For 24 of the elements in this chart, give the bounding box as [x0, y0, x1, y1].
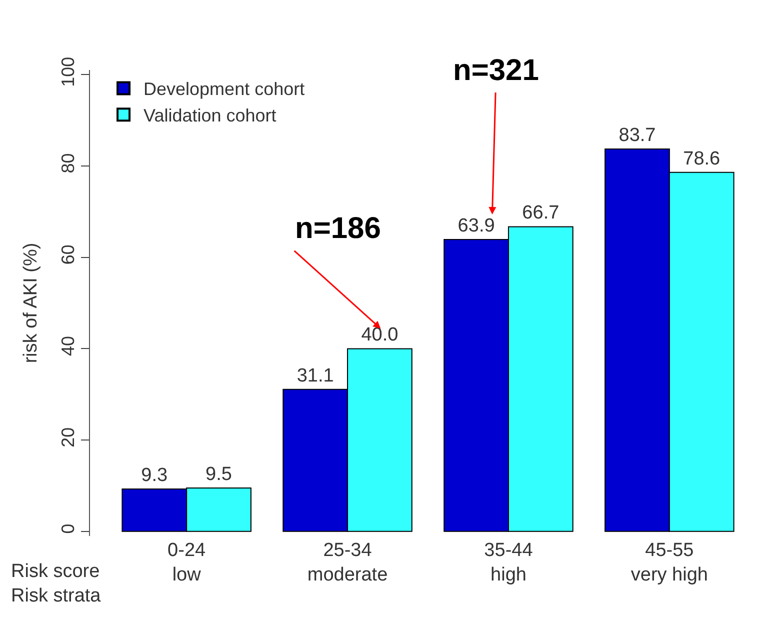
- x-tick-label: 45-55 very high: [630, 540, 708, 586]
- x-tick-label: 25-34 moderate: [307, 540, 388, 586]
- annotation: n=321: [453, 54, 539, 87]
- data-label: 9.3: [141, 464, 168, 486]
- y-tick-label: 80: [58, 153, 78, 174]
- y-tick-label: 60: [58, 244, 78, 265]
- y-tick-label: 100: [58, 56, 78, 87]
- x-tick-label: 0-24 low: [168, 540, 206, 586]
- y-tick-label: 20: [58, 427, 78, 448]
- y-tick-label: 0: [58, 524, 78, 534]
- data-label: 83.7: [618, 125, 656, 146]
- y-tick-label: 40: [58, 336, 78, 356]
- legend-label: Development cohort: [144, 79, 305, 100]
- data-label: 78.6: [683, 148, 720, 170]
- data-label: 9.5: [206, 464, 232, 486]
- data-label: 31.1: [296, 365, 334, 386]
- text: Risk score Risk strata: [11, 561, 102, 607]
- y-axis-title: risk of AKI (%): [20, 242, 42, 364]
- legend-label: Validation cohort: [144, 106, 276, 126]
- data-label: 63.9: [458, 216, 495, 236]
- x-tick-label: 35-44 high: [484, 540, 534, 586]
- data-label: 66.7: [522, 202, 560, 224]
- annotation: n=186: [295, 212, 381, 245]
- data-label: 40.0: [361, 324, 398, 346]
